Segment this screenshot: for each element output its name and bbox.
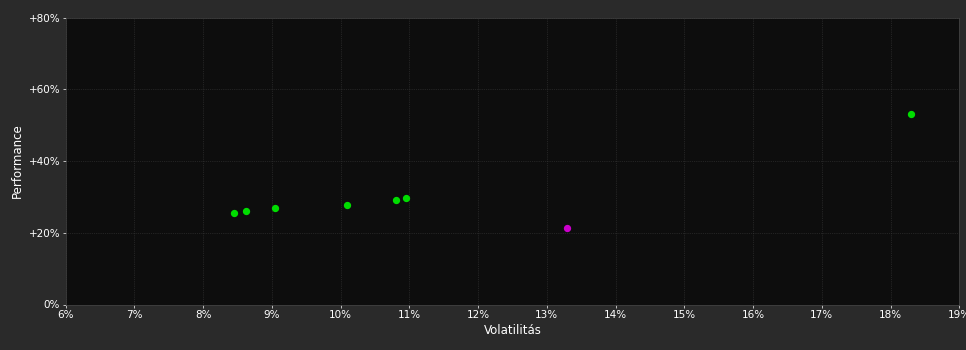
- Point: [340, 202, 355, 208]
- Y-axis label: Performance: Performance: [12, 124, 24, 198]
- Point: [388, 198, 404, 203]
- X-axis label: Volatilitás: Volatilitás: [484, 324, 541, 337]
- Point: [238, 208, 253, 214]
- Point: [226, 210, 242, 216]
- Point: [398, 195, 413, 201]
- Point: [903, 112, 919, 117]
- Point: [559, 226, 575, 231]
- Point: [268, 205, 283, 211]
